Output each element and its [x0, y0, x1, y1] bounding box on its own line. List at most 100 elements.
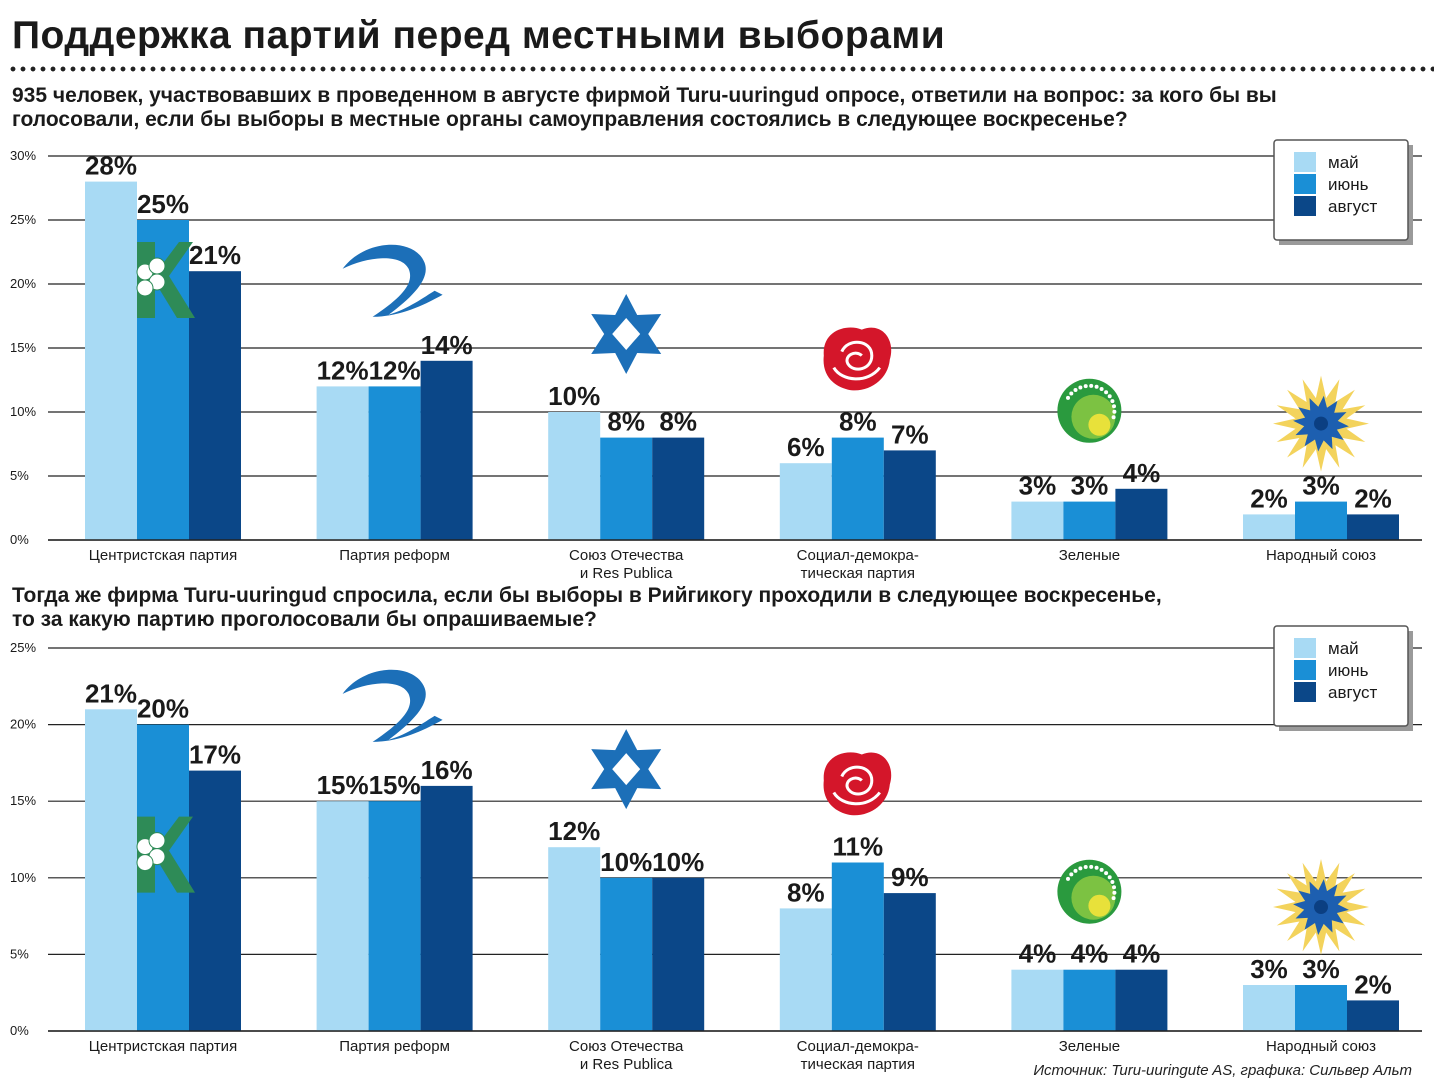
logo-shape: [1088, 413, 1111, 436]
data-label: 16%: [421, 755, 473, 785]
logo-shape: [1078, 385, 1083, 390]
category-label: и Res Publica: [580, 1056, 673, 1073]
legend-label: июнь: [1328, 175, 1369, 194]
logo-shape: [1073, 388, 1078, 392]
data-label: 15%: [369, 770, 421, 800]
data-label: 28%: [85, 151, 137, 181]
bar-июнь: [368, 801, 421, 1031]
logo-shape: [1112, 890, 1117, 895]
category-label: Зеленые: [1059, 547, 1120, 564]
logo-shape: [1078, 866, 1083, 871]
data-label: 12%: [369, 355, 421, 385]
legend-swatch-август: [1294, 682, 1316, 702]
question-riigikogu-elections: Тогда же фирма Turu-uuringud спросила, е…: [12, 584, 1162, 632]
logo-shape: [840, 765, 874, 796]
logo-shape: [832, 366, 881, 381]
bar-май: [1243, 985, 1295, 1031]
dotted-divider: [8, 66, 1434, 72]
bar-август: [420, 785, 473, 1031]
bar-май: [548, 847, 601, 1031]
logo-shape: [823, 327, 892, 391]
logo-shape: [1089, 864, 1094, 869]
bar-май: [779, 463, 832, 540]
question-line: голосовали, если бы выборы в местные орг…: [12, 108, 1128, 131]
legend-label: август: [1328, 197, 1377, 216]
logo-shape: [1107, 875, 1112, 880]
legend-swatch-май: [1294, 638, 1316, 658]
data-label: 3%: [1302, 954, 1340, 984]
logo-shape: [1104, 390, 1109, 395]
chart-riigikogu-elections: 0% 5% 10% 15% 20% 25% 21% 20% 17% Центристская па…: [0, 625, 1442, 1076]
bar-май: [779, 908, 832, 1031]
logo-shape: [1066, 876, 1070, 881]
y-tick-label: 15%: [10, 793, 36, 808]
data-label: 3%: [1302, 471, 1340, 501]
logo-shape: [1066, 395, 1070, 400]
logo-shape: [1112, 404, 1116, 409]
logo-shape: [1099, 867, 1104, 872]
logo-shape: [148, 257, 166, 275]
bar-июнь: [600, 877, 653, 1031]
data-label: 2%: [1354, 969, 1392, 999]
legend-swatch-август: [1294, 196, 1316, 216]
logo-shape: [136, 854, 154, 872]
data-label: 10%: [600, 847, 652, 877]
bar-июнь: [1295, 501, 1347, 540]
bar-июнь: [1063, 969, 1116, 1031]
logo-shape: [342, 244, 443, 317]
legend-swatch-июнь: [1294, 174, 1316, 194]
bar-август: [652, 437, 705, 540]
data-label: 25%: [137, 189, 189, 219]
data-label: 11%: [832, 832, 883, 862]
y-tick-label: 15%: [10, 340, 36, 355]
data-label: 12%: [317, 355, 369, 385]
data-label: 17%: [189, 740, 241, 770]
data-label: 3%: [1250, 954, 1288, 984]
data-label: 21%: [189, 240, 241, 270]
logo-shape: [1110, 399, 1115, 404]
bar-август: [883, 893, 936, 1031]
question-line: 935 человек, участвовавших в проведенном…: [12, 84, 1277, 107]
data-label: 4%: [1123, 458, 1161, 488]
logo-shape: [1073, 868, 1078, 873]
data-label: 10%: [652, 847, 704, 877]
greens-logo-icon: [1057, 378, 1122, 443]
social-democrat-rose-logo-icon: [823, 327, 892, 391]
logo-shape: [1089, 383, 1094, 388]
category-label: и Res Publica: [580, 565, 673, 582]
bar-май: [85, 709, 137, 1031]
data-label: 4%: [1071, 939, 1109, 969]
data-label: 8%: [839, 407, 877, 437]
logo-shape: [1104, 871, 1109, 876]
data-label: 3%: [1019, 471, 1057, 501]
bar-май: [1011, 969, 1064, 1031]
data-label: 4%: [1019, 939, 1057, 969]
data-label: 2%: [1250, 483, 1288, 513]
data-label: 21%: [85, 678, 137, 708]
data-label: 14%: [421, 330, 473, 360]
data-label: 8%: [659, 407, 697, 437]
data-label: 6%: [787, 432, 825, 462]
data-label: 8%: [607, 407, 645, 437]
reform-party-squirrel-logo-icon: [342, 244, 443, 317]
social-democrat-rose-logo-icon: [823, 752, 892, 816]
data-label: 15%: [317, 770, 369, 800]
chart-svg: 0%5%10%15%20%25%21%20%17%Центристская па…: [10, 625, 1422, 1073]
y-tick-label: 30%: [10, 148, 36, 163]
logo-shape: [1099, 387, 1104, 391]
reform-party-squirrel-logo-icon: [342, 669, 443, 742]
logo-shape: [1314, 416, 1328, 431]
bar-август: [1347, 1000, 1399, 1031]
bar-август: [1347, 514, 1399, 540]
y-tick-label: 10%: [10, 870, 36, 885]
logo-shape: [1111, 896, 1116, 901]
bar-май: [1011, 501, 1064, 540]
center-party-k-logo-icon: [136, 816, 195, 893]
logo-shape: [832, 791, 881, 806]
page-title: Поддержка партий перед местными выборами: [12, 14, 946, 57]
logo-shape: [342, 669, 443, 742]
legend-label: май: [1328, 639, 1359, 658]
greens-logo-icon: [1057, 859, 1122, 924]
y-tick-label: 5%: [10, 468, 29, 483]
bar-май: [85, 181, 137, 540]
